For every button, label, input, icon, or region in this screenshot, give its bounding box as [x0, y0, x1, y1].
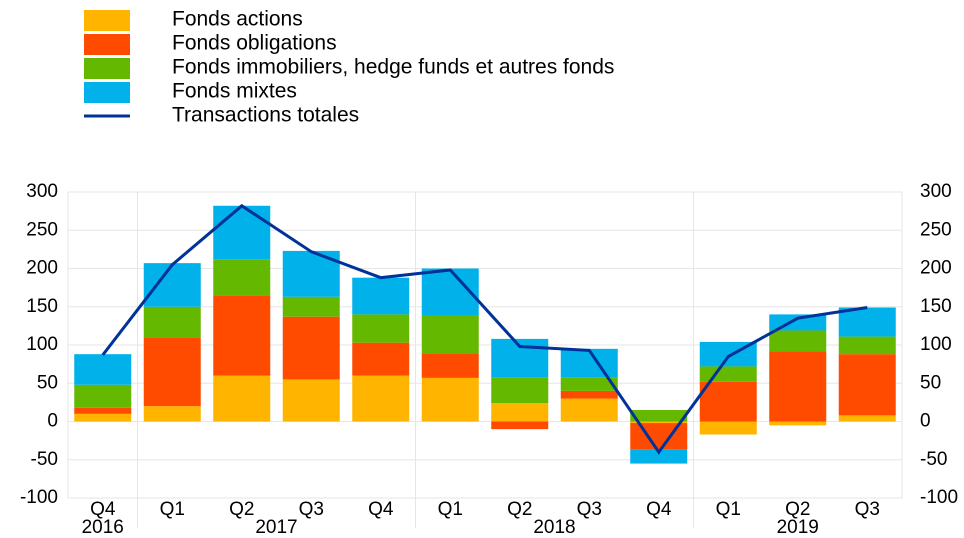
group-label: 2019 [777, 517, 819, 538]
group-label: 2017 [255, 517, 297, 538]
x-tick-label: Q4 [368, 499, 394, 520]
x-tick-label: Q1 [438, 499, 463, 520]
bar-segment [769, 421, 827, 426]
legend-label: Fonds mixtes [172, 80, 297, 103]
bar-segment [282, 379, 340, 422]
bar-segment [630, 421, 688, 424]
y-tick-label: -100 [20, 487, 58, 508]
x-tick-label: Q3 [299, 499, 324, 520]
y2-tick-label: 50 [920, 372, 941, 393]
bar-segment [560, 348, 618, 378]
y2-tick-label: 150 [920, 296, 952, 317]
legend-label: Fonds actions [172, 8, 303, 31]
x-tick-label: Q3 [577, 499, 602, 520]
legend-label: Transactions totales [172, 104, 359, 127]
legend-swatch [84, 34, 130, 55]
bar-segment [838, 336, 896, 355]
bar-segment [421, 353, 479, 378]
bar-segment [838, 307, 896, 337]
group-label: 2016 [82, 517, 124, 538]
y2-tick-label: -50 [920, 449, 947, 470]
x-tick-label: Q2 [507, 499, 532, 520]
bar-segment [352, 342, 410, 376]
bar-segment [769, 330, 827, 352]
bar-segment [838, 354, 896, 416]
legend-swatch [84, 10, 130, 31]
y2-tick-label: -100 [920, 487, 958, 508]
y-tick-label: 0 [47, 411, 58, 432]
bar-segment [213, 259, 271, 296]
legend-swatch [84, 58, 130, 79]
bar-segment [213, 295, 271, 376]
x-tick-label: Q4 [646, 499, 672, 520]
bar-segment [213, 205, 271, 260]
bar-segment [491, 377, 549, 404]
y-tick-label: 300 [26, 181, 58, 202]
bar-segment [282, 316, 340, 380]
bar-segment [560, 377, 618, 391]
bar-segment [699, 421, 757, 435]
bar-segment [699, 366, 757, 382]
y2-tick-label: 300 [920, 181, 952, 202]
bar-segment [213, 375, 271, 422]
group-label: 2018 [533, 517, 575, 538]
bar-segment [352, 375, 410, 422]
bar-segment [421, 377, 479, 422]
x-tick-label: Q2 [229, 499, 254, 520]
bar-segment [491, 403, 549, 422]
bar-segment [143, 406, 201, 422]
bar-segment [74, 384, 132, 408]
y2-tick-label: 200 [920, 258, 952, 279]
bar-segment [421, 315, 479, 354]
total-line [101, 203, 868, 455]
y2-tick-label: 0 [920, 411, 931, 432]
y-tick-label: 50 [37, 372, 58, 393]
bar-segment [699, 381, 757, 422]
bar-segment [491, 421, 549, 430]
y-tick-label: 100 [26, 334, 58, 355]
y-tick-label: 150 [26, 296, 58, 317]
bar-segment [143, 263, 201, 307]
bar-segment [352, 277, 410, 315]
bar-segment [769, 351, 827, 422]
bar-segment [74, 413, 132, 422]
bar-segment [74, 354, 132, 385]
x-tick-label: Q1 [160, 499, 185, 520]
x-tick-label: Q3 [855, 499, 880, 520]
bar-segment [74, 407, 132, 414]
y-tick-label: 250 [26, 219, 58, 240]
y-tick-label: 200 [26, 258, 58, 279]
bar-segment [143, 337, 201, 407]
legend-label: Fonds obligations [172, 32, 337, 55]
bar-segment [630, 449, 688, 464]
y2-tick-label: 250 [920, 219, 952, 240]
x-tick-label: Q1 [716, 499, 741, 520]
bar-segment [282, 296, 340, 317]
legend-label: Fonds immobiliers, hedge funds et autres… [172, 56, 614, 79]
y-tick-label: -50 [31, 449, 58, 470]
bar-segment [630, 410, 688, 422]
bar-segment [838, 415, 896, 422]
bar-segment [352, 314, 410, 343]
x-tick-label: Q4 [90, 499, 116, 520]
bar-segment [560, 390, 618, 399]
x-tick-label: Q2 [785, 499, 810, 520]
legend-swatch [84, 82, 130, 103]
y2-tick-label: 100 [920, 334, 952, 355]
bar-segment [143, 306, 201, 338]
bar-segment [560, 398, 618, 422]
